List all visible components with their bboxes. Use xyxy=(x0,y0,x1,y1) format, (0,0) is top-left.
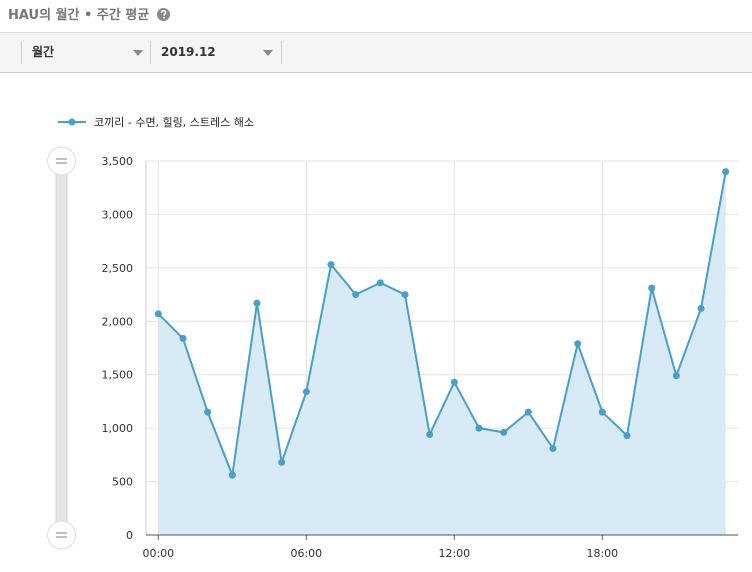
line xyxy=(157,171,727,480)
point xyxy=(524,408,532,416)
point xyxy=(623,432,631,440)
y-tick-label: 2,000 xyxy=(102,315,134,328)
point xyxy=(327,261,335,269)
range-slider[interactable] xyxy=(47,146,76,550)
y-tick-label: 3,500 xyxy=(102,155,134,168)
page-title: HAU의 월간 • 주간 평균 xyxy=(8,4,170,23)
point xyxy=(204,408,212,416)
point xyxy=(179,334,187,342)
legend-marker xyxy=(68,118,76,126)
point xyxy=(376,279,384,287)
period-dropdown[interactable]: 월간 xyxy=(21,41,150,64)
point xyxy=(697,304,705,312)
point xyxy=(401,291,409,299)
point xyxy=(549,444,557,452)
y-tick-label: 0 xyxy=(126,529,133,542)
legend-label: 코끼리 - 수면, 힐링, 스트레스 해소 xyxy=(94,115,254,129)
point xyxy=(154,310,162,318)
point xyxy=(302,388,310,396)
month-dropdown[interactable]: 2019.12 xyxy=(150,41,282,64)
point xyxy=(352,291,360,299)
point xyxy=(278,458,286,466)
point xyxy=(228,471,236,479)
point xyxy=(475,424,483,432)
point xyxy=(598,408,606,416)
y-tick-label: 1,500 xyxy=(102,369,134,382)
chart: 0 500 1,000 1,500 2,000 2,500 3,000 3,500 00:00 0… xyxy=(47,115,738,560)
point xyxy=(253,299,261,307)
point xyxy=(574,340,582,348)
point xyxy=(450,378,458,386)
period-text: 월간 xyxy=(32,45,55,59)
y-tick-label: 2,500 xyxy=(102,262,134,275)
point xyxy=(722,168,730,176)
x-tick-label: 00:00 xyxy=(142,547,174,560)
help-icon[interactable] xyxy=(156,8,170,21)
point xyxy=(426,431,434,439)
area xyxy=(158,171,726,535)
x-tick-label: 12:00 xyxy=(438,547,470,560)
x-tick-label: 18:00 xyxy=(586,547,618,560)
point xyxy=(500,428,508,436)
point xyxy=(672,372,680,380)
y-tick-label: 500 xyxy=(112,476,133,489)
point xyxy=(648,284,656,292)
dropdown-arrow xyxy=(263,50,273,56)
y-tick-label: 1,000 xyxy=(102,422,134,435)
title-text: HAU의 월간 • 주간 평균 xyxy=(8,8,150,23)
x-tick-label: 06:00 xyxy=(290,547,322,560)
y-tick-label: 3,000 xyxy=(102,208,134,221)
dropdown-arrow xyxy=(133,50,143,56)
month-text: 2019.12 xyxy=(161,45,216,59)
toolbar: 월간 2019.12 xyxy=(0,32,752,73)
